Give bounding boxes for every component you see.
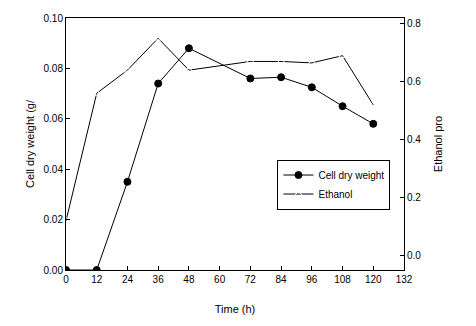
svg-text:0.2: 0.2 bbox=[407, 192, 421, 203]
svg-text:0.6: 0.6 bbox=[407, 76, 421, 87]
svg-text:Time (h): Time (h) bbox=[215, 303, 256, 315]
svg-text:0: 0 bbox=[63, 274, 69, 285]
svg-text:0.8: 0.8 bbox=[407, 18, 421, 29]
svg-text:Ethanol pro: Ethanol pro bbox=[432, 116, 444, 172]
svg-text:72: 72 bbox=[245, 274, 257, 285]
svg-text:12: 12 bbox=[91, 274, 103, 285]
svg-text:108: 108 bbox=[334, 274, 351, 285]
svg-text:36: 36 bbox=[153, 274, 165, 285]
svg-text:60: 60 bbox=[214, 274, 226, 285]
svg-text:120: 120 bbox=[365, 274, 382, 285]
svg-text:84: 84 bbox=[276, 274, 288, 285]
svg-text:132: 132 bbox=[396, 274, 413, 285]
svg-text:Cell dry weight: Cell dry weight bbox=[318, 170, 384, 181]
svg-text:0.02: 0.02 bbox=[44, 214, 64, 225]
svg-text:0.04: 0.04 bbox=[44, 164, 64, 175]
svg-text:0.0: 0.0 bbox=[407, 250, 421, 261]
svg-text:0.06: 0.06 bbox=[44, 113, 64, 124]
svg-text:24: 24 bbox=[122, 274, 134, 285]
svg-text:0.00: 0.00 bbox=[44, 265, 64, 276]
svg-text:48: 48 bbox=[183, 274, 195, 285]
svg-text:Ethanol: Ethanol bbox=[318, 189, 352, 200]
svg-text:Cell dry weight (g/: Cell dry weight (g/ bbox=[24, 99, 36, 188]
svg-text:0.08: 0.08 bbox=[44, 63, 64, 74]
svg-text:96: 96 bbox=[306, 274, 318, 285]
svg-text:0.4: 0.4 bbox=[407, 134, 421, 145]
svg-text:0.10: 0.10 bbox=[44, 13, 64, 24]
